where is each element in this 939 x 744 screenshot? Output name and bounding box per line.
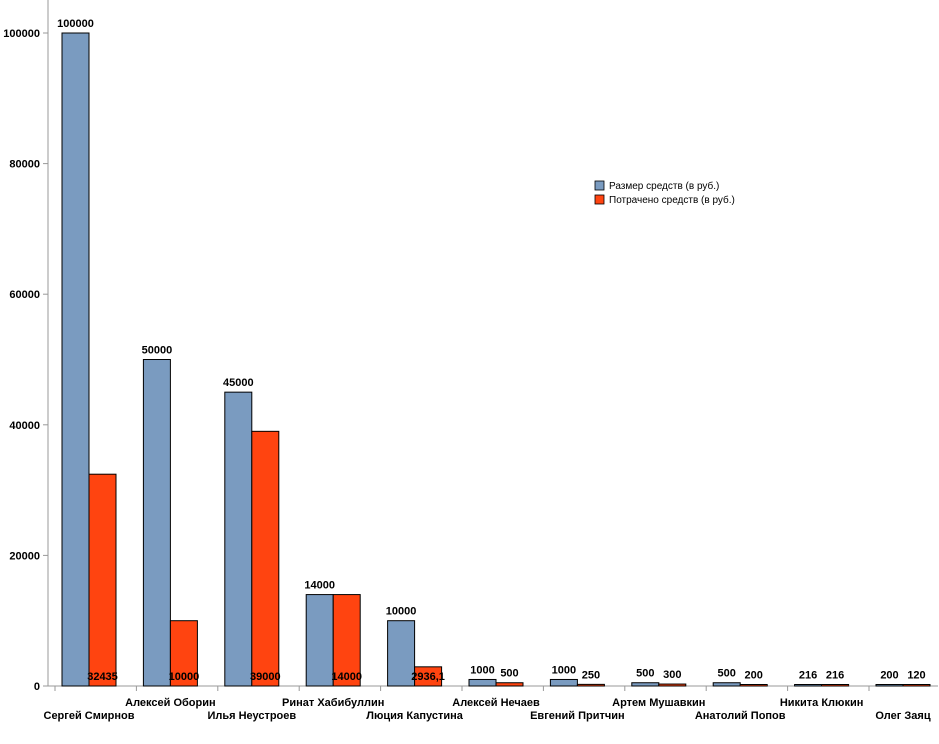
value-label-series2: 32435 — [87, 671, 118, 683]
bars-layer — [61, 32, 931, 687]
x-category-label: Сергей Смирнов — [44, 710, 135, 722]
value-label-series2: 500 — [500, 668, 518, 680]
y-tick-label: 40000 — [9, 420, 40, 432]
bar-series2 — [821, 684, 850, 687]
bar-series2 — [495, 682, 524, 687]
bar-series1 — [875, 684, 904, 687]
bar-series1 — [224, 391, 253, 687]
value-label-series2: 200 — [745, 670, 763, 682]
value-label-series1: 1000 — [470, 664, 494, 676]
bar-series1 — [712, 682, 741, 687]
bar-series1 — [387, 620, 416, 687]
bar-series2 — [251, 430, 280, 687]
value-label-series1: 216 — [799, 670, 817, 682]
bar-series2 — [739, 684, 768, 687]
bar-series2 — [88, 473, 117, 687]
bar-series2 — [169, 620, 198, 687]
y-tick-label: 100000 — [3, 28, 40, 40]
value-label-series2: 216 — [826, 670, 844, 682]
bar-series1 — [631, 682, 660, 687]
x-category-label: Алексей Оборин — [125, 697, 216, 709]
x-category-label: Евгений Притчин — [530, 710, 625, 722]
bar-series1 — [549, 678, 578, 687]
labels-layer: 100000 32435 Сергей Смирнов 50000 10000 Алекс… — [44, 18, 931, 722]
y-tick-label: 80000 — [9, 159, 40, 171]
x-category-label: Анатолий Попов — [695, 710, 786, 722]
value-label-series1: 1000 — [552, 664, 576, 676]
value-label-series2: 2936,1 — [411, 671, 445, 683]
bar-series2 — [332, 594, 361, 687]
value-label-series1: 500 — [718, 668, 736, 680]
value-label-series2: 14000 — [331, 671, 362, 683]
bar-series2 — [658, 683, 687, 687]
legend: Размер средств (в руб.) Потрачено средств… — [594, 180, 735, 206]
bar-series1 — [305, 594, 334, 687]
value-label-series1: 14000 — [304, 580, 335, 592]
value-label-series1: 500 — [636, 668, 654, 680]
x-category-label: Алексей Нечаев — [452, 697, 540, 709]
value-label-series1: 50000 — [142, 345, 173, 357]
legend-swatch-spent — [594, 194, 605, 205]
y-tick-label: 0 — [34, 681, 40, 693]
value-label-series2: 10000 — [169, 671, 200, 683]
x-category-label: Ринат Хабибуллин — [282, 697, 384, 709]
bar-series2 — [902, 684, 931, 687]
value-label-series1: 45000 — [223, 377, 254, 389]
legend-label-spent: Потрачено средств (в руб.) — [609, 194, 735, 206]
value-label-series2: 250 — [582, 669, 600, 681]
value-label-series1: 100000 — [57, 18, 94, 30]
bar-series2 — [414, 666, 443, 687]
bar-series1 — [142, 359, 171, 687]
legend-swatch-size — [594, 180, 605, 191]
x-category-label: Олег Заяц — [875, 710, 930, 722]
value-label-series2: 39000 — [250, 671, 281, 683]
value-label-series2: 300 — [663, 669, 681, 681]
y-tick-label: 20000 — [9, 550, 40, 562]
bar-series1 — [468, 678, 497, 687]
value-label-series2: 120 — [907, 670, 925, 682]
y-tick-label: 60000 — [9, 289, 40, 301]
x-category-label: Артем Мушавкин — [612, 697, 705, 709]
x-category-label: Илья Неустроев — [207, 710, 296, 722]
x-category-label: Никита Клюкин — [780, 697, 864, 709]
value-label-series1: 200 — [880, 670, 898, 682]
bar-series1 — [794, 684, 823, 687]
bar-series1 — [61, 32, 90, 687]
legend-label-size: Размер средств (в руб.) — [609, 180, 719, 192]
bar-series2 — [576, 683, 605, 687]
value-label-series1: 10000 — [386, 606, 417, 618]
x-category-label: Люция Капустина — [366, 710, 463, 722]
